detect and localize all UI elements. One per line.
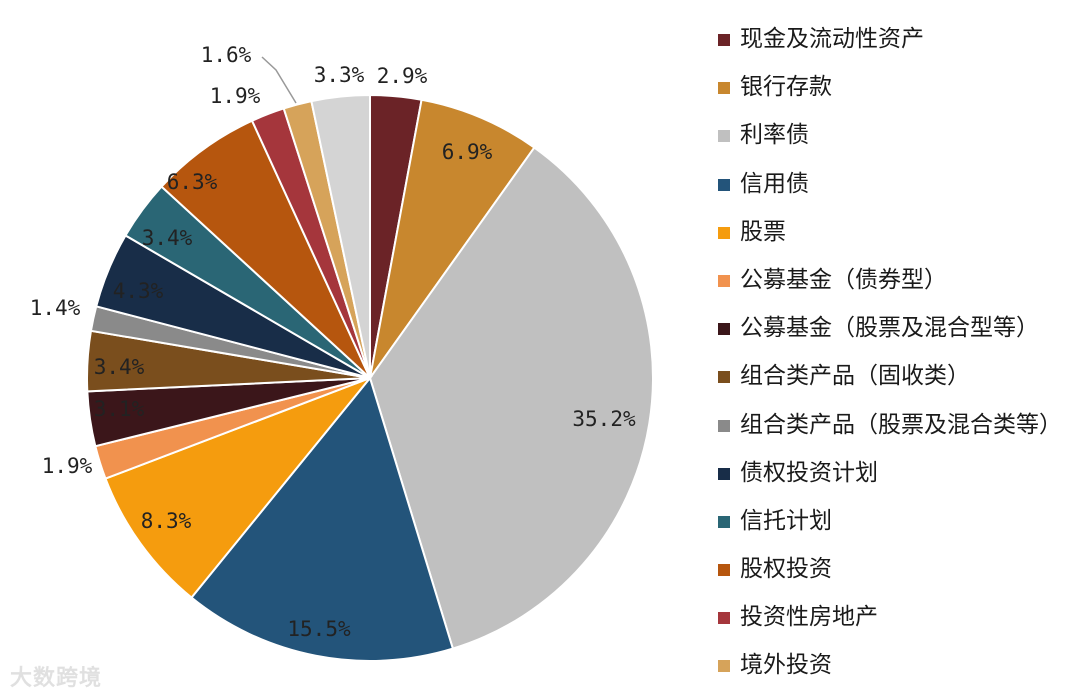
legend-item: 投资性房地产 <box>718 602 1078 650</box>
legend-label: 信托计划 <box>740 507 832 534</box>
legend-label: 投资性房地产 <box>740 604 878 631</box>
legend-item: 信用债 <box>718 169 1078 217</box>
legend-swatch <box>718 130 730 143</box>
legend-item: 公募基金（股票及混合型等） <box>718 313 1078 361</box>
pie-slice <box>368 146 654 650</box>
legend-item: 公募基金（债券型） <box>718 265 1078 313</box>
legend-label: 现金及流动性资产 <box>740 26 924 52</box>
legend-label: 公募基金（股票及混合型等） <box>740 315 1039 342</box>
slice-data-label: 3.4% <box>142 226 193 250</box>
slice-data-label: 6.3% <box>167 170 218 194</box>
leader-line <box>261 56 297 104</box>
pie-slice <box>369 98 536 379</box>
legend-swatch <box>718 178 730 191</box>
slice-data-label: 4.3% <box>113 279 164 303</box>
legend-label: 利率债 <box>740 122 809 149</box>
legend-item: 股票 <box>718 217 1078 265</box>
slice-data-label: 6.9% <box>442 140 493 164</box>
legend-label: 银行存款 <box>740 74 832 101</box>
legend-swatch <box>718 515 730 528</box>
legend-item: 债权投资计划 <box>718 458 1078 506</box>
legend-swatch <box>718 274 730 287</box>
pie-slice <box>310 93 371 379</box>
legend-swatch <box>718 419 730 432</box>
legend-label: 股权投资 <box>740 556 832 583</box>
legend-swatch <box>718 226 730 239</box>
slice-data-label: 3.1% <box>94 397 145 421</box>
legend-swatch <box>718 82 730 95</box>
slice-data-label: 2.9% <box>377 64 428 88</box>
slice-data-label: 1.4% <box>30 296 81 320</box>
legend-item: 银行存款 <box>718 72 1078 120</box>
legend-swatch <box>718 564 730 577</box>
slice-data-label: 1.9% <box>210 84 261 108</box>
legend-label: 信用债 <box>740 170 809 197</box>
legend-swatch <box>718 371 730 384</box>
slice-data-label: 1.6% <box>201 43 252 67</box>
legend-label: 股票 <box>740 218 786 245</box>
slice-data-label: 15.5% <box>287 617 351 641</box>
legend-label: 境外投资 <box>740 652 832 679</box>
slice-data-label: 8.3% <box>141 509 192 533</box>
legend-item: 组合类产品（股票及混合类等） <box>718 410 1078 458</box>
legend-swatch <box>718 467 730 480</box>
pie-chart: 2.9% 6.9% 35.2% 15.5% 8.3% 1.9% 3.1% 3.4% 1.4% 4.… <box>30 43 654 662</box>
chart-legend: 现金及流动性资产 银行存款利率债信用债股票公募基金（债券型） 公募基金（股票及混合型… <box>718 24 1078 699</box>
legend-swatch <box>718 660 730 673</box>
legend-label: 组合类产品（固收类） <box>740 363 970 390</box>
legend-item: 信托计划 <box>718 506 1078 554</box>
legend-label: 债权投资计划 <box>740 459 878 486</box>
pie-slice <box>104 375 374 599</box>
pie-slice <box>160 119 371 379</box>
watermark-logo: 大数跨境 <box>10 666 103 691</box>
legend-item: 组合类产品（固收类） <box>718 361 1078 409</box>
legend-swatch <box>718 323 730 336</box>
legend-swatch <box>718 34 730 46</box>
slice-data-label: 3.4% <box>94 355 145 379</box>
legend-label: 组合类产品（股票及混合类等） <box>740 411 1062 438</box>
legend-item: 利率债 <box>718 120 1078 168</box>
legend-swatch <box>718 612 730 625</box>
legend-item: 现金及流动性资产 <box>718 24 1078 72</box>
slice-data-label: 35.2% <box>572 407 636 431</box>
legend-item: 股权投资 <box>718 554 1078 602</box>
legend-label: 公募基金（债券型） <box>740 266 947 293</box>
legend-item: 境外投资 <box>718 650 1078 698</box>
slice-data-label: 3.3% <box>314 63 365 87</box>
slice-data-label: 1.9% <box>42 454 93 478</box>
pie-slice <box>190 375 455 662</box>
